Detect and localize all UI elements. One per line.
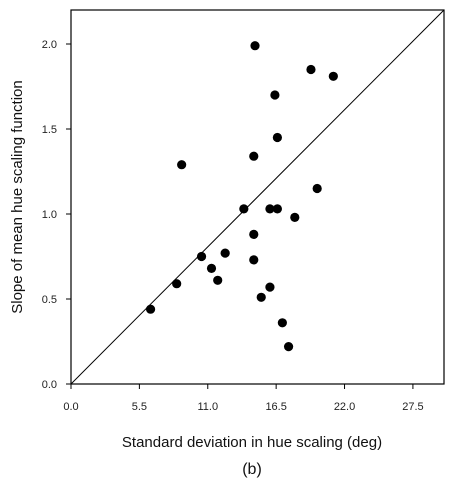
data-point xyxy=(277,318,287,328)
x-axis-ticks: 0.0 5.5 11.0 16.5 22.0 27.5 xyxy=(63,384,424,413)
data-point xyxy=(249,151,259,161)
x-tick-label: 0.0 xyxy=(63,401,78,413)
data-point xyxy=(220,248,230,258)
data-point xyxy=(196,251,207,262)
y-axis-title: Slope of mean hue scaling function xyxy=(9,80,26,314)
panel-label: (b) xyxy=(242,461,262,478)
y-tick-label: 1.5 xyxy=(42,124,57,136)
x-tick-label: 22.0 xyxy=(334,401,355,413)
x-axis-title: Standard deviation in hue scaling (deg) xyxy=(122,434,382,451)
x-tick-label: 27.5 xyxy=(402,401,423,413)
x-tick-label: 11.0 xyxy=(197,401,218,413)
y-tick-label: 0.5 xyxy=(42,294,57,306)
data-point xyxy=(265,204,275,214)
data-point xyxy=(256,292,266,302)
data-point xyxy=(249,229,259,239)
data-point xyxy=(270,90,280,100)
data-point xyxy=(239,204,249,214)
data-point xyxy=(328,71,338,81)
data-point xyxy=(312,183,322,194)
x-tick-label: 16.5 xyxy=(265,401,286,413)
data-point xyxy=(172,279,182,289)
data-point xyxy=(306,64,316,75)
x-tick-label: 5.5 xyxy=(132,401,147,413)
data-point xyxy=(265,282,275,292)
data-point xyxy=(206,263,217,273)
plot-frame xyxy=(70,9,445,385)
data-points xyxy=(145,41,338,352)
data-point xyxy=(290,212,300,222)
data-point xyxy=(213,275,223,285)
y-tick-label: 2.0 xyxy=(42,39,57,51)
y-axis-ticks: 0.0 0.5 1.0 1.5 2.0 xyxy=(42,39,71,391)
data-point xyxy=(145,304,156,314)
y-tick-label: 1.0 xyxy=(42,209,57,221)
data-point xyxy=(272,132,282,143)
data-point xyxy=(249,255,259,265)
data-point xyxy=(272,204,282,214)
data-point xyxy=(250,41,260,51)
data-point xyxy=(283,342,294,352)
y-tick-label: 0.0 xyxy=(42,379,57,391)
data-point xyxy=(177,160,187,170)
reference-diagonal-line xyxy=(70,9,445,385)
